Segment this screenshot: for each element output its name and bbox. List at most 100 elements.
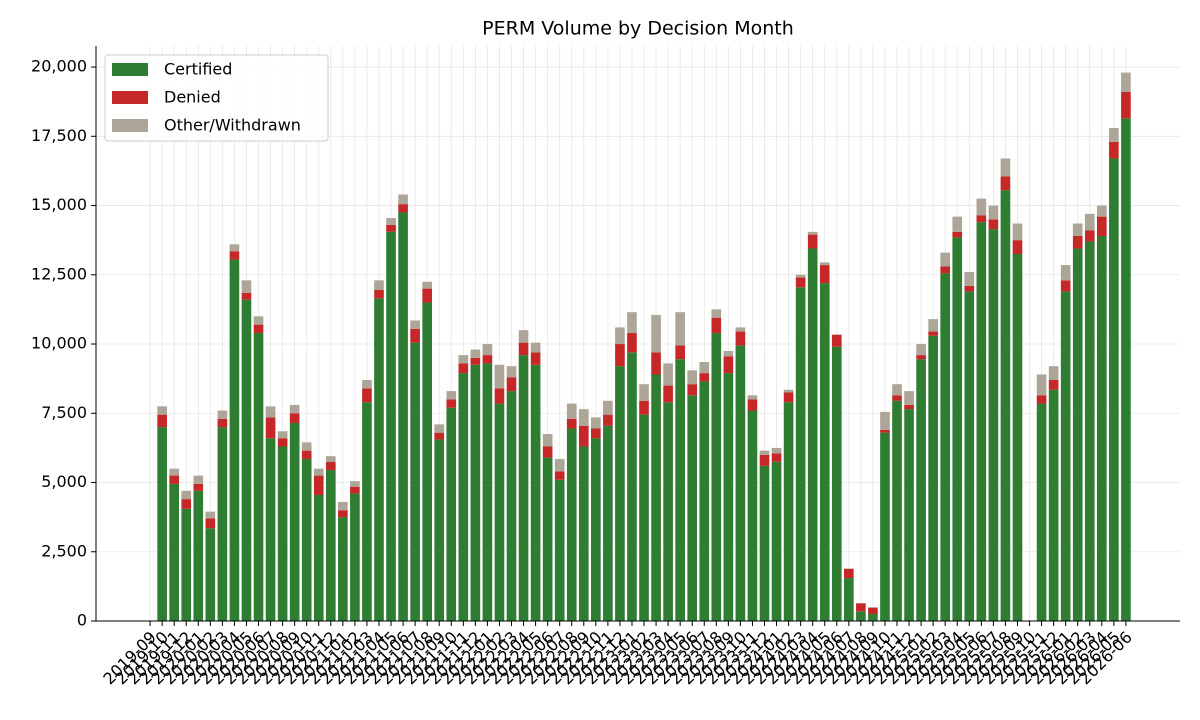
- bar-segment: [169, 483, 180, 621]
- bar-segment: [542, 446, 553, 458]
- bar-segment: [458, 373, 469, 621]
- bar-segment: [362, 402, 372, 621]
- bar-segment: [904, 391, 914, 405]
- bar-segment: [217, 410, 228, 419]
- bar-segment: [301, 442, 312, 451]
- bar-segment: [783, 389, 794, 393]
- bar-segment: [627, 352, 637, 621]
- bar-segment: [952, 216, 963, 232]
- bar-segment: [566, 428, 577, 621]
- bar-segment: [831, 346, 842, 621]
- bar-segment: [530, 352, 541, 365]
- bar-segment: [627, 312, 637, 333]
- bar-segment: [313, 494, 324, 621]
- bar-segment: [289, 413, 300, 423]
- bar-segment: [1012, 223, 1023, 241]
- bar-segment: [819, 262, 830, 266]
- bar-segment: [530, 364, 541, 621]
- bar-segment: [1121, 91, 1131, 119]
- bar-segment: [603, 400, 613, 415]
- bar-segment: [916, 344, 926, 356]
- bar-segment: [1036, 395, 1047, 404]
- legend-swatch: [112, 119, 148, 132]
- bar-segment: [506, 366, 517, 378]
- bar-segment: [193, 483, 204, 491]
- bar-segment: [422, 288, 432, 303]
- bar-segment: [1072, 236, 1083, 249]
- bar-segment: [988, 219, 999, 230]
- bar-segment: [265, 438, 276, 621]
- bar-segment: [819, 265, 830, 284]
- legend-label: Other/Withdrawn: [164, 116, 301, 135]
- bar-segment: [277, 431, 288, 439]
- bar-segment: [494, 403, 505, 621]
- bar-segment: [663, 402, 673, 621]
- bar-segment: [542, 457, 553, 621]
- bar-segment: [1000, 158, 1011, 177]
- bar-segment: [651, 352, 661, 375]
- bar-segment: [205, 511, 216, 519]
- bar-segment: [940, 266, 951, 274]
- bar-segment: [518, 355, 529, 621]
- bar-segment: [603, 425, 613, 621]
- bar-segment: [675, 359, 685, 621]
- bar-segment: [747, 410, 758, 621]
- bar-segment: [362, 380, 372, 389]
- bar-segment: [735, 327, 746, 332]
- bar-segment: [566, 403, 577, 419]
- bar-segment: [205, 518, 216, 529]
- bar-segment: [265, 417, 276, 439]
- bar-segment: [446, 399, 457, 408]
- bar-segment: [253, 332, 264, 621]
- bar-segment: [325, 461, 336, 471]
- bar-segment: [651, 314, 661, 353]
- bar-segment: [940, 273, 951, 621]
- bar-segment: [554, 471, 565, 480]
- bar-segment: [518, 342, 529, 356]
- bar-segment: [807, 248, 818, 621]
- bar-segment: [940, 252, 951, 267]
- bar-segment: [771, 461, 782, 621]
- bar-segment: [856, 602, 866, 604]
- bar-segment: [1048, 380, 1059, 390]
- bar-segment: [928, 331, 938, 336]
- bar-segment: [916, 355, 926, 360]
- bar-segment: [831, 334, 842, 335]
- bar-segment: [398, 194, 408, 205]
- bar-segment: [169, 468, 180, 476]
- y-tick-label: 0: [77, 611, 87, 630]
- bar-segment: [1084, 230, 1095, 242]
- bar-segment: [253, 324, 264, 333]
- bar-segment: [313, 468, 324, 476]
- bar-segment: [663, 363, 673, 386]
- bar-segment: [880, 432, 890, 621]
- bar-segment: [856, 611, 866, 621]
- bar-segment: [844, 578, 854, 621]
- bar-segment: [976, 215, 987, 223]
- bar-segment: [1096, 236, 1107, 621]
- bar-segment: [241, 292, 252, 300]
- bar-segment: [374, 298, 384, 621]
- bar-segment: [964, 272, 975, 286]
- bar-segment: [1036, 403, 1047, 621]
- bar-segment: [193, 475, 204, 484]
- bar-segment: [1012, 240, 1023, 255]
- bar-segment: [639, 384, 649, 401]
- bar-segment: [603, 414, 613, 426]
- bar-segment: [892, 400, 902, 621]
- y-tick-label: 20,000: [31, 57, 87, 76]
- bar-segment: [639, 414, 649, 621]
- bar-segment: [482, 344, 493, 356]
- y-tick-label: 15,000: [31, 195, 87, 214]
- bar-segment: [157, 406, 167, 415]
- bar-segment: [229, 244, 240, 252]
- bar-segment: [434, 432, 445, 440]
- bar-segment: [976, 198, 987, 216]
- bar-segment: [1048, 389, 1059, 621]
- bar-segment: [1060, 265, 1071, 281]
- bar-segment: [1096, 205, 1107, 217]
- bar-segment: [338, 517, 348, 621]
- bar-segment: [735, 331, 746, 346]
- bar-segment: [892, 395, 902, 401]
